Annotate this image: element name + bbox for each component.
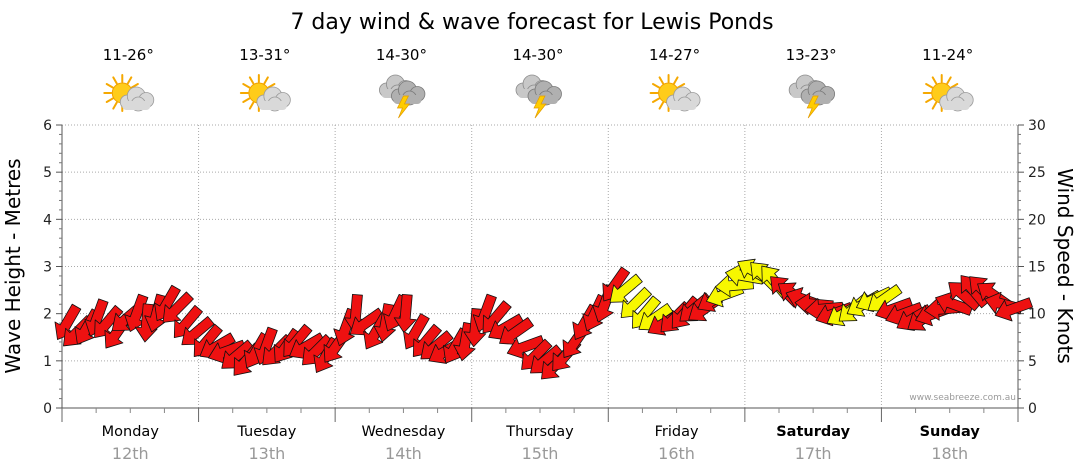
thunderstorm-icon	[788, 74, 836, 119]
lightning-bolt	[533, 95, 547, 119]
left-tick-label: 6	[43, 118, 52, 134]
right-tick-label: 20	[1028, 212, 1046, 228]
right-tick-label: 0	[1028, 401, 1037, 417]
day-name-label: Friday	[655, 424, 699, 440]
right-tick-label: 15	[1028, 260, 1046, 276]
sun-ray	[931, 101, 938, 110]
temperature-label: 14-30°	[376, 46, 427, 64]
day-weather-header: 11-26° 13-31° 14-30° 14-30° 14-27° 13-23° 11-2…	[103, 46, 974, 119]
wind-arrow	[609, 273, 643, 303]
day-name-label: Sunday	[920, 424, 981, 440]
axes: 0 01 52 103 154 205 256 30	[43, 118, 1046, 422]
left-tick-label: 1	[43, 354, 52, 370]
day-weather-monday: 11-26°	[103, 46, 155, 112]
day-name-label: Monday	[102, 424, 160, 440]
wind-arrow	[994, 297, 1033, 322]
right-axis-title: Wind Speed - Knots	[1053, 168, 1077, 364]
temperature-label: 11-24°	[922, 46, 973, 64]
sun-ray	[267, 83, 276, 89]
right-tick-label: 30	[1028, 118, 1046, 134]
day-date-label: 14th	[385, 444, 422, 463]
right-tick-label: 10	[1028, 307, 1046, 323]
sun-ray	[263, 76, 269, 85]
sun-ray	[126, 76, 133, 85]
temperature-label: 11-26°	[103, 46, 154, 64]
sun-ray	[248, 101, 255, 110]
day-date-label: 16th	[658, 444, 695, 463]
day-weather-saturday: 13-23°	[786, 46, 837, 119]
day-date-label: 13th	[248, 444, 285, 463]
chart-title: 7 day wind & wave forecast for Lewis Pon…	[290, 10, 773, 35]
right-tick-label: 5	[1028, 354, 1037, 370]
day-name-label: Saturday	[776, 424, 850, 440]
sun-ray	[105, 83, 114, 89]
sun-ray	[931, 76, 938, 85]
left-tick-label: 3	[43, 260, 52, 276]
day-weather-thursday: 14-30°	[512, 46, 564, 119]
sun-ray	[651, 83, 661, 89]
day-weather-sunday: 11-24°	[922, 46, 974, 112]
lightning-bolt	[806, 95, 820, 119]
sun-ray	[112, 76, 118, 85]
wind-arrow	[54, 303, 82, 340]
partly-cloudy-icon	[239, 74, 291, 112]
wind-arrow	[506, 335, 546, 360]
day-labels: Monday 12th Tuesday 13th Wednesday 14th Thursd…	[102, 424, 981, 463]
wind-arrow	[403, 313, 430, 350]
sun-ray	[925, 83, 934, 89]
day-name-label: Wednesday	[361, 424, 445, 440]
left-axis-title: Wave Height - Metres	[1, 158, 25, 373]
temperature-label: 13-31°	[239, 46, 290, 64]
thunderstorm-icon	[379, 74, 426, 119]
credit-text: www.seabreeze.com.au	[909, 393, 1016, 403]
wind-arrows	[54, 258, 1033, 380]
day-weather-tuesday: 13-31°	[239, 46, 291, 112]
day-date-label: 18th	[931, 444, 968, 463]
temperature-label: 14-27°	[649, 46, 700, 64]
left-tick-label: 5	[43, 165, 52, 181]
sun-ray	[950, 83, 959, 89]
thunderstorm-icon	[515, 74, 562, 119]
day-name-label: Thursday	[505, 424, 574, 440]
sun-ray	[242, 83, 251, 89]
day-weather-friday: 14-27°	[649, 46, 701, 112]
left-tick-label: 2	[43, 307, 52, 323]
sun-ray	[658, 76, 665, 85]
lightning-bolt	[396, 95, 411, 119]
wind-arrow	[349, 307, 385, 336]
sun-ray	[658, 101, 665, 110]
left-tick-label: 4	[43, 212, 52, 228]
sun-ray	[105, 97, 114, 103]
left-tick-label: 0	[43, 401, 52, 417]
day-date-label: 17th	[795, 444, 832, 463]
cloud-base	[122, 101, 151, 110]
right-tick-label: 25	[1028, 165, 1046, 181]
sun-ray	[651, 97, 661, 103]
day-date-label: 15th	[522, 444, 559, 463]
day-name-label: Tuesday	[236, 424, 296, 440]
temperature-label: 13-23°	[786, 46, 837, 64]
sun-ray	[242, 97, 251, 103]
sun-ray	[946, 76, 952, 85]
sun-ray	[130, 83, 139, 89]
sun-ray	[925, 97, 934, 103]
sun-ray	[677, 83, 686, 89]
partly-cloudy-icon	[649, 74, 701, 112]
partly-cloudy-icon	[922, 74, 974, 112]
sun-ray	[248, 76, 255, 85]
day-weather-wednesday: 14-30°	[376, 46, 427, 119]
cloud-base	[668, 101, 697, 110]
sun-ray	[673, 76, 679, 85]
day-date-label: 12th	[112, 444, 149, 463]
sun-ray	[112, 101, 118, 110]
partly-cloudy-icon	[103, 74, 155, 112]
cloud-base	[258, 101, 287, 110]
wind-arrow	[499, 317, 534, 345]
wind-arrow	[393, 293, 417, 334]
wind-arrow	[162, 291, 194, 323]
cloud-base	[941, 101, 970, 110]
temperature-label: 14-30°	[512, 46, 563, 64]
